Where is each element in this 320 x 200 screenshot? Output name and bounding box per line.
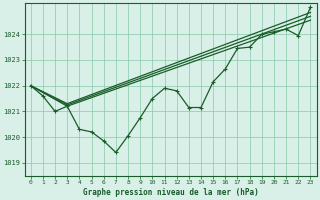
X-axis label: Graphe pression niveau de la mer (hPa): Graphe pression niveau de la mer (hPa)	[83, 188, 259, 197]
